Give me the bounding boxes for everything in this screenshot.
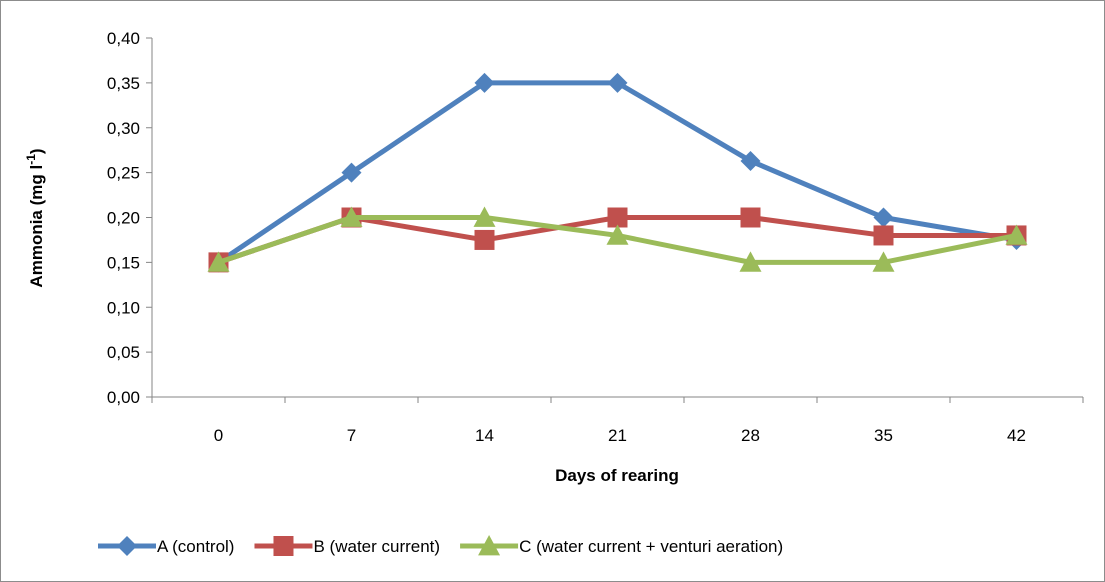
legend: A (control) B (water current) C (water cur… [98, 535, 783, 556]
x-axis-title: Days of rearing [555, 466, 679, 485]
y-axis-title-superscript: -1 [24, 154, 38, 165]
data-point [873, 207, 894, 228]
data-point [607, 72, 628, 93]
x-tick-label: 35 [874, 426, 893, 445]
data-point [340, 206, 363, 227]
axes [146, 37, 1084, 403]
data-point [606, 224, 629, 245]
x-tick-label: 21 [608, 426, 627, 445]
data-point [740, 207, 761, 228]
y-axis-title: Ammonia (mg l-1) [24, 148, 46, 287]
legend-item-c: C (water current + venturi aeration) [460, 535, 783, 556]
data-point [474, 229, 495, 250]
series-layer [207, 72, 1028, 273]
series-c [207, 206, 1028, 272]
y-tick-label: 0,25 [107, 164, 140, 183]
x-tick-label: 14 [475, 426, 494, 445]
y-tick-label: 0,00 [107, 388, 140, 407]
data-point [872, 251, 895, 272]
x-tick-label: 28 [741, 426, 760, 445]
data-point [1005, 224, 1028, 245]
y-tick-label: 0,10 [107, 298, 140, 317]
y-axis-title-suffix: ) [27, 148, 46, 154]
legend-label: C (water current + venturi aeration) [519, 537, 783, 556]
y-tick-label: 0,40 [107, 29, 140, 48]
y-tick-label: 0,20 [107, 209, 140, 228]
legend-item-b: B (water current) [254, 536, 440, 556]
y-tick-label: 0,05 [107, 343, 140, 362]
data-point [740, 150, 761, 171]
data-point [207, 251, 230, 272]
y-tick-label: 0,35 [107, 74, 140, 93]
y-axis-title-main: Ammonia (mg l [27, 165, 46, 288]
legend-item-a: A (control) [98, 536, 234, 556]
y-tick-labels: 0,00 0,05 0,10 0,15 0,20 0,25 0,30 0,35 0,40 [107, 29, 140, 407]
x-tick-label: 0 [214, 426, 223, 445]
y-tick-label: 0,15 [107, 253, 140, 272]
data-point [739, 251, 762, 272]
legend-label: B (water current) [313, 537, 440, 556]
x-tick-label: 7 [347, 426, 356, 445]
data-point [607, 207, 628, 228]
data-point [341, 162, 362, 183]
legend-label: A (control) [157, 537, 234, 556]
x-tick-labels: 0 7 14 21 28 35 42 [214, 426, 1026, 445]
data-point [473, 206, 496, 227]
legend-swatch-marker [273, 536, 294, 556]
legend-swatch-marker [117, 536, 137, 556]
y-tick-label: 0,30 [107, 119, 140, 138]
data-point [474, 72, 495, 93]
data-point [873, 225, 894, 246]
legend-swatch-marker [478, 535, 501, 556]
x-tick-label: 42 [1007, 426, 1026, 445]
